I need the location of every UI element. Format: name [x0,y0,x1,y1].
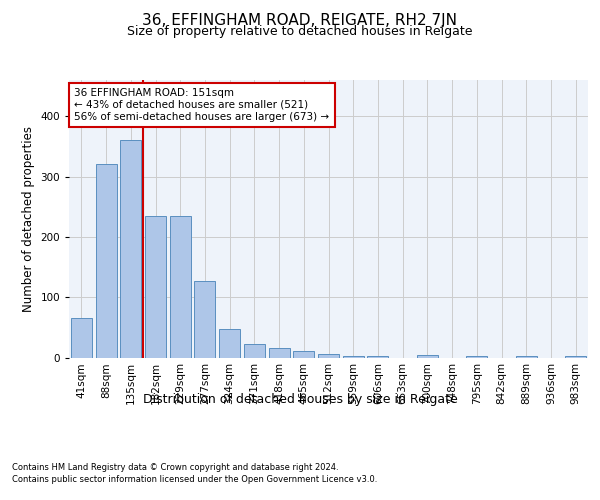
Text: 36, EFFINGHAM ROAD, REIGATE, RH2 7JN: 36, EFFINGHAM ROAD, REIGATE, RH2 7JN [143,12,458,28]
Bar [417,355,438,358]
Bar [95,164,116,358]
Bar [269,348,290,358]
Text: Contains HM Land Registry data © Crown copyright and database right 2024.: Contains HM Land Registry data © Crown c… [12,462,338,471]
Bar [194,281,215,357]
Text: 36 EFFINGHAM ROAD: 151sqm
← 43% of detached houses are smaller (521)
56% of semi: 36 EFFINGHAM ROAD: 151sqm ← 43% of detac… [74,88,329,122]
Bar [293,352,314,358]
Bar [145,216,166,358]
Bar [565,356,586,358]
Bar [170,216,191,358]
Text: Size of property relative to detached houses in Reigate: Size of property relative to detached ho… [127,25,473,38]
Bar [244,344,265,358]
Text: Distribution of detached houses by size in Reigate: Distribution of detached houses by size … [143,392,457,406]
Bar [343,356,364,358]
Bar [367,356,388,358]
Y-axis label: Number of detached properties: Number of detached properties [22,126,35,312]
Bar [120,140,141,358]
Text: Contains public sector information licensed under the Open Government Licence v3: Contains public sector information licen… [12,475,377,484]
Bar [318,354,339,358]
Bar [219,329,240,358]
Bar [466,356,487,358]
Bar [71,318,92,358]
Bar [516,356,537,358]
